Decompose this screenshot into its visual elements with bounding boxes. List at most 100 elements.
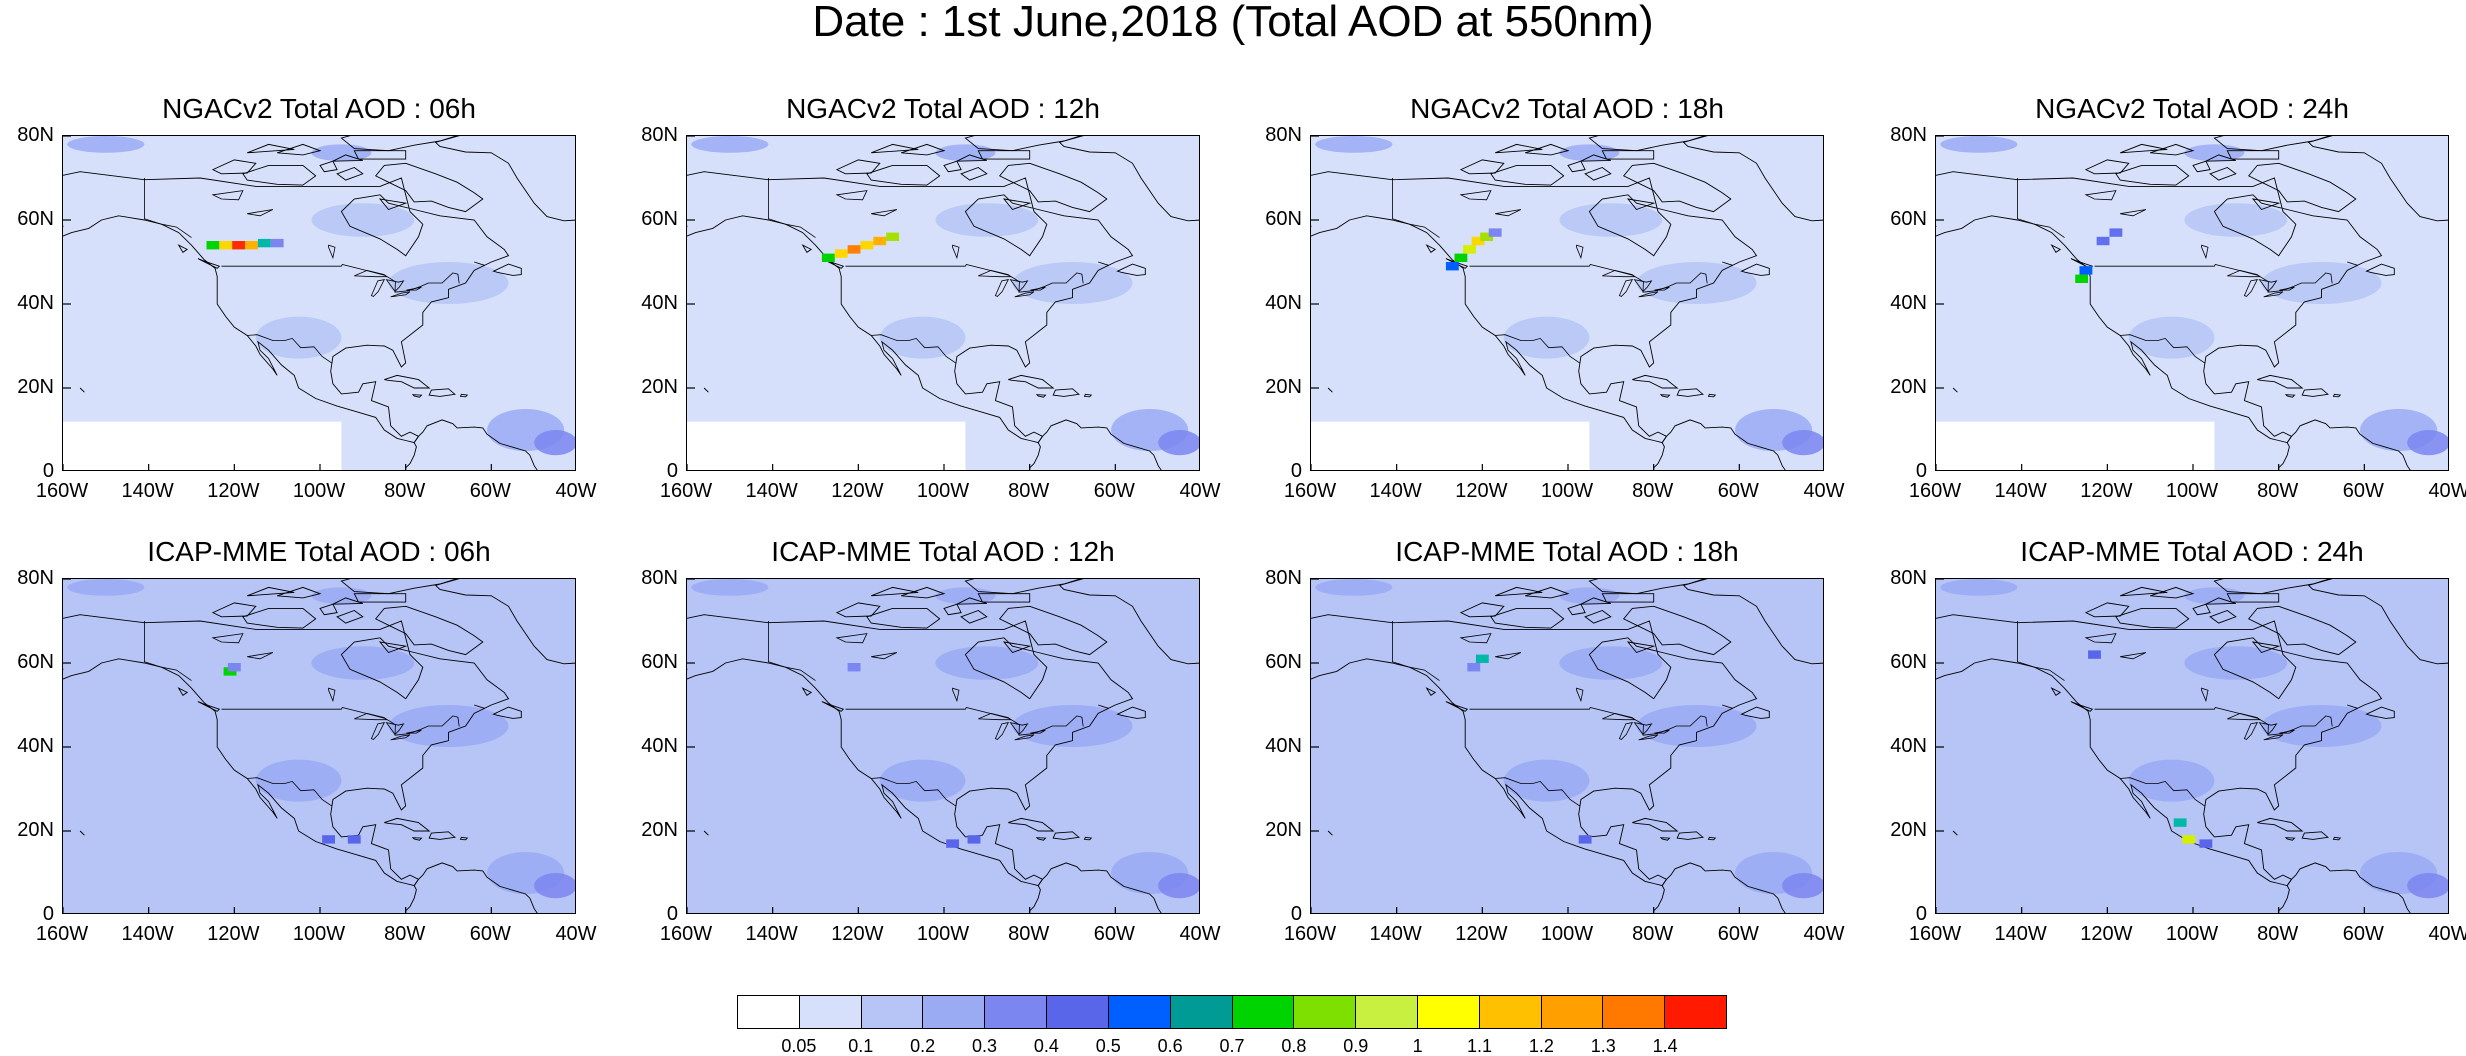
lon-tick-label: 60W xyxy=(1717,480,1759,502)
colorbar-label: 0.5 xyxy=(1095,1036,1121,1056)
lake-outline xyxy=(390,291,411,298)
lon-tick-label: 160W xyxy=(1908,480,1962,502)
lat-tick-label: 80N xyxy=(17,124,54,146)
aod-field-patch xyxy=(2128,316,2215,359)
island-outline xyxy=(384,374,431,389)
island-outline xyxy=(1098,261,1110,266)
aod-plume-cell xyxy=(232,241,246,250)
lon-tick-label: 60W xyxy=(2342,480,2384,502)
aod-field-patch xyxy=(1940,136,2018,153)
coastline xyxy=(63,614,510,887)
coastline xyxy=(242,164,317,186)
coastline xyxy=(353,150,407,160)
colorbar-swatch xyxy=(923,996,986,1028)
aod-plume-cell xyxy=(1488,228,1502,237)
island-outline xyxy=(1445,701,1469,712)
lake-outline xyxy=(1495,209,1522,217)
aod-plume-cell xyxy=(1463,245,1476,254)
island-outline xyxy=(2120,586,2168,597)
aod-field-patch xyxy=(1782,873,1823,899)
island-outline xyxy=(2205,597,2236,605)
island-outline xyxy=(703,830,709,836)
lat-tick-label: 40N xyxy=(1265,735,1302,757)
lake-outline xyxy=(370,279,386,297)
lon-tick-label: 140W xyxy=(1994,923,2047,945)
coastline xyxy=(63,171,510,444)
aod-plume-cell xyxy=(2088,650,2101,659)
panel-title: NGACv2 Total AOD : 12h xyxy=(786,93,1100,124)
border-line xyxy=(246,334,333,364)
coastline xyxy=(2213,136,2331,152)
island-outline xyxy=(2070,701,2094,712)
coastline xyxy=(340,579,458,595)
lat-tick-label: 40N xyxy=(1265,292,1302,314)
island-outline xyxy=(1008,817,1055,832)
border-line xyxy=(144,178,192,238)
island-outline xyxy=(177,687,189,696)
lake-outline xyxy=(1459,633,1492,644)
colorbar-swatch xyxy=(1294,996,1357,1028)
aod-field-patch xyxy=(935,203,1039,237)
lat-tick-label: 60N xyxy=(17,651,54,673)
map-canvas xyxy=(1936,579,2448,913)
coastline xyxy=(998,162,1108,213)
island-outline xyxy=(1584,609,1612,624)
lat-tick-label: 80N xyxy=(641,567,678,589)
lake-outline xyxy=(1633,721,1653,736)
aod-field-patch xyxy=(388,705,509,747)
lat-tick-label: 40N xyxy=(17,292,54,314)
island-outline xyxy=(2150,143,2195,156)
coastline xyxy=(374,605,484,656)
panel-title: ICAP-MME Total AOD : 12h xyxy=(771,536,1115,567)
island-outline xyxy=(1327,387,1333,393)
aod-field-patch xyxy=(1636,262,1757,304)
island-outline xyxy=(1952,830,1958,836)
colorbar-swatch xyxy=(738,996,800,1028)
coastline xyxy=(1459,602,1505,618)
island-outline xyxy=(1722,261,1734,266)
aod-field-patch xyxy=(311,646,415,680)
aod-plume-cell xyxy=(270,238,284,248)
lake-outline xyxy=(1638,734,1659,741)
coastline xyxy=(1601,593,1655,603)
coastline xyxy=(2226,150,2280,160)
lat-tick-label: 20N xyxy=(1890,819,1927,841)
lake-outline xyxy=(952,687,960,703)
island-outline xyxy=(801,244,813,253)
lake-outline xyxy=(1638,291,1659,298)
aod-plume-cell xyxy=(2096,236,2110,246)
lon-tick-label: 60W xyxy=(469,923,511,945)
border-line xyxy=(845,707,1084,736)
island-outline xyxy=(1740,706,1770,719)
coastline xyxy=(998,605,1108,656)
coastline xyxy=(1622,605,1732,656)
aod-field-patch xyxy=(691,579,769,596)
lon-tick-label: 140W xyxy=(745,480,798,502)
colorbar-label: 0.4 xyxy=(1033,1036,1059,1056)
coastline xyxy=(2084,159,2130,175)
aod-field-patch xyxy=(534,873,575,899)
island-outline xyxy=(474,704,486,709)
colorbar-label: 0.6 xyxy=(1157,1036,1183,1056)
lon-tick-label: 80W xyxy=(2257,923,2299,945)
coastline xyxy=(1058,136,1199,222)
panel-title: ICAP-MME Total AOD : 06h xyxy=(147,536,491,567)
island-outline xyxy=(1052,388,1080,397)
border-line xyxy=(246,777,333,807)
aod-field-patch xyxy=(255,759,342,802)
coastline xyxy=(1601,150,1655,160)
island-outline xyxy=(1008,374,1055,389)
coastline xyxy=(1588,579,1706,595)
lon-tick-label: 100W xyxy=(2165,480,2219,502)
colorbar-swatch xyxy=(861,996,924,1028)
island-outline xyxy=(332,154,363,162)
colorbar-swatch xyxy=(1108,996,1171,1028)
colorbar-label: 0.8 xyxy=(1281,1036,1307,1056)
aod-plume-cell xyxy=(227,663,241,672)
island-outline xyxy=(247,143,295,154)
lat-tick-label: 40N xyxy=(641,735,678,757)
colorbar-label: 1.3 xyxy=(1590,1036,1616,1056)
coastline xyxy=(242,607,317,629)
island-outline xyxy=(2050,687,2062,696)
aod-field-low xyxy=(687,421,966,470)
